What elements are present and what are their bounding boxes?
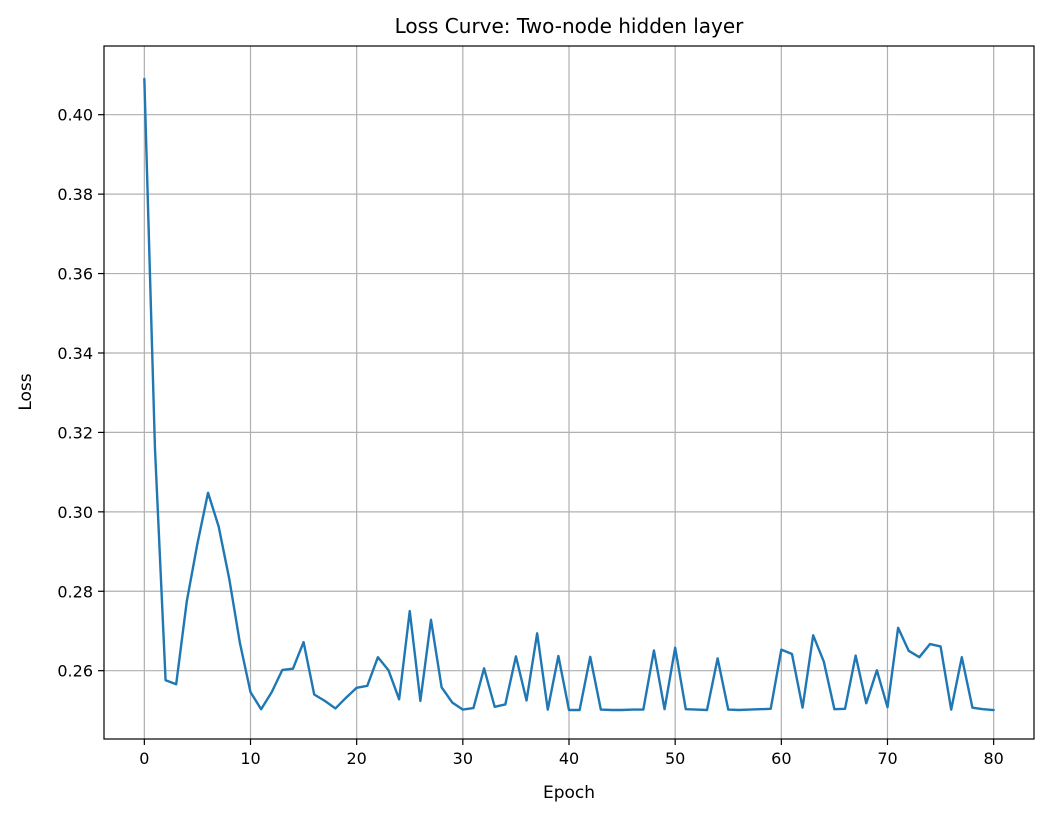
y-tick-label: 0.34 <box>57 344 93 363</box>
grid-lines <box>104 46 1034 739</box>
x-tick-label: 10 <box>240 749 260 768</box>
chart-title: Loss Curve: Two-node hidden layer <box>395 14 745 38</box>
x-tick-label: 20 <box>346 749 366 768</box>
y-tick-label: 0.40 <box>57 106 93 125</box>
y-axis-label: Loss <box>16 373 36 410</box>
y-axis-ticks: 0.26 0.28 0.30 0.32 0.34 0.36 0.38 0.40 <box>57 106 104 681</box>
x-axis-label: Epoch <box>543 783 595 803</box>
y-tick-label: 0.38 <box>57 185 93 204</box>
y-tick-label: 0.26 <box>57 662 93 681</box>
x-tick-label: 70 <box>877 749 897 768</box>
x-tick-label: 30 <box>453 749 473 768</box>
y-tick-label: 0.36 <box>57 265 93 284</box>
loss-series-line <box>143 77 995 712</box>
x-tick-label: 50 <box>665 749 685 768</box>
y-tick-label: 0.30 <box>57 503 93 522</box>
x-axis-ticks: 0 10 20 30 40 50 60 70 80 <box>139 739 1004 768</box>
y-tick-label: 0.28 <box>57 582 93 601</box>
y-tick-label: 0.32 <box>57 423 93 442</box>
plot-area <box>143 77 995 712</box>
x-tick-label: 40 <box>559 749 579 768</box>
x-tick-label: 0 <box>139 749 149 768</box>
x-tick-label: 60 <box>771 749 791 768</box>
x-tick-label: 80 <box>983 749 1003 768</box>
